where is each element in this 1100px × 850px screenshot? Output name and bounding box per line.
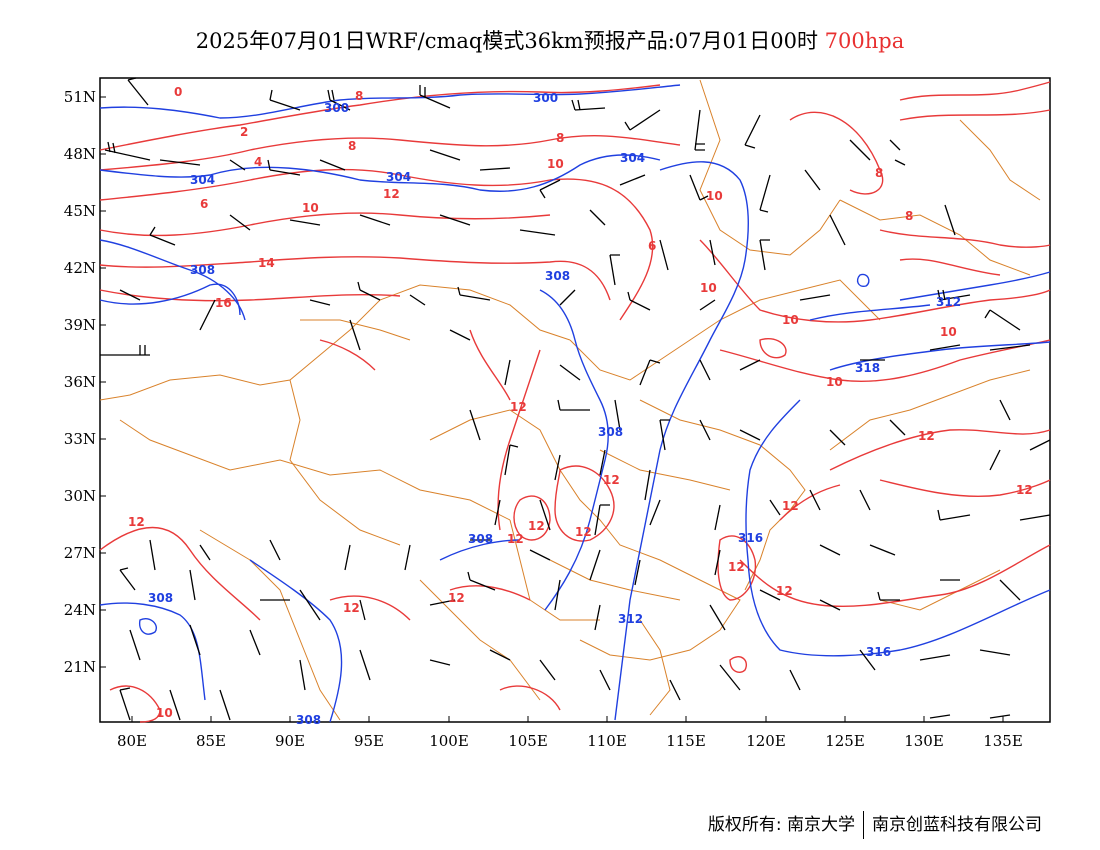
contour-label: 308	[296, 713, 321, 727]
contour-label: 10	[706, 189, 723, 203]
lat-label: 30N	[63, 487, 96, 505]
contour-label: 304	[386, 170, 411, 184]
axis-ticks	[100, 96, 1004, 722]
contour-label: 8	[348, 139, 356, 153]
contour-label: 12	[776, 584, 793, 598]
contour-label: 12	[383, 187, 400, 201]
lon-label: 110E	[587, 732, 627, 750]
company-name: 南京创蓝科技有限公司	[872, 815, 1042, 835]
geopotential-labels: 300 300 304 304 304 308 308 308 308 308 …	[148, 91, 961, 727]
contour-label: 304	[620, 151, 645, 165]
contour-label: 10	[782, 313, 799, 327]
lon-label: 120E	[746, 732, 786, 750]
contour-label: 0	[174, 85, 182, 99]
contour-label: 10	[700, 281, 717, 295]
contour-label: 300	[533, 91, 558, 105]
contour-label: 12	[507, 532, 524, 546]
contour-label: 316	[738, 531, 763, 545]
lon-label: 85E	[195, 732, 227, 750]
contour-label: 8	[355, 89, 363, 103]
contour-label: 308	[545, 269, 570, 283]
contour-label: 12	[510, 400, 527, 414]
contour-label: 12	[128, 515, 145, 529]
contour-label: 16	[215, 296, 232, 310]
copyright-text: 版权所有: 南京大学	[707, 815, 855, 835]
lat-label: 27N	[63, 544, 96, 562]
lon-label: 130E	[904, 732, 944, 750]
contour-label: 8	[905, 209, 913, 223]
contour-label: 4	[254, 155, 262, 169]
lon-label: 135E	[983, 732, 1023, 750]
contour-label: 12	[528, 519, 545, 533]
contour-label: 10	[940, 325, 957, 339]
contour-label: 316	[866, 645, 891, 659]
lat-label: 45N	[63, 202, 96, 220]
contour-label: 12	[782, 499, 799, 513]
title-main: 2025年07月01日WRF/cmaq模式36km预报产品:07月01日00时	[195, 29, 818, 53]
contour-label: 12	[918, 429, 935, 443]
contour-label: 10	[302, 201, 319, 215]
lon-label: 80E	[116, 732, 148, 750]
lat-label: 51N	[63, 88, 96, 106]
contour-label: 308	[148, 591, 173, 605]
lat-label: 21N	[63, 658, 96, 676]
contour-label: 8	[556, 131, 564, 145]
contour-label: 304	[190, 173, 215, 187]
lon-label: 100E	[429, 732, 469, 750]
lat-label: 33N	[63, 430, 96, 448]
temperature-contours	[99, 81, 1051, 723]
lon-label: 90E	[274, 732, 306, 750]
lon-label: 105E	[508, 732, 548, 750]
contour-label: 12	[728, 560, 745, 574]
contour-label: 12	[575, 525, 592, 539]
chart-title: 2025年07月01日WRF/cmaq模式36km预报产品:07月01日00时 …	[0, 25, 1100, 55]
contour-label: 12	[1016, 483, 1033, 497]
wind-barbs	[100, 77, 1051, 721]
contour-label: 300	[324, 101, 349, 115]
geopotential-contours	[99, 84, 1051, 723]
contour-label: 10	[547, 157, 564, 171]
lat-label: 24N	[63, 601, 96, 619]
lat-label: 36N	[63, 373, 96, 391]
map-area	[99, 77, 1051, 723]
contour-label: 318	[855, 361, 880, 375]
lat-label: 42N	[63, 259, 96, 277]
contour-label: 8	[875, 166, 883, 180]
pressure-level: 700hpa	[824, 29, 905, 53]
lat-label: 48N	[63, 145, 96, 163]
contour-label: 14	[258, 256, 275, 270]
lat-label: 39N	[63, 316, 96, 334]
contour-label: 308	[598, 425, 623, 439]
lon-label: 115E	[666, 732, 706, 750]
contour-label: 6	[200, 197, 208, 211]
contour-label: 12	[448, 591, 465, 605]
footer-divider	[863, 811, 864, 839]
lon-label: 125E	[825, 732, 865, 750]
contour-label: 308	[190, 263, 215, 277]
footer-credits: 版权所有: 南京大学 南京创蓝科技有限公司	[708, 810, 1042, 839]
contour-label: 12	[343, 601, 360, 615]
contour-label: 10	[156, 706, 173, 720]
borders-layer	[99, 79, 1041, 721]
contour-label: 312	[936, 295, 961, 309]
temperature-labels: 0 2 4 6 6 8 8 8 8 8 10 10 10 10 10 10 10…	[128, 85, 1033, 720]
contour-label: 12	[603, 473, 620, 487]
contour-label: 6	[648, 239, 656, 253]
contour-label: 10	[826, 375, 843, 389]
lon-label: 95E	[353, 732, 385, 750]
contour-label: 2	[240, 125, 248, 139]
contour-label: 308	[468, 532, 493, 546]
contour-label: 312	[618, 612, 643, 626]
